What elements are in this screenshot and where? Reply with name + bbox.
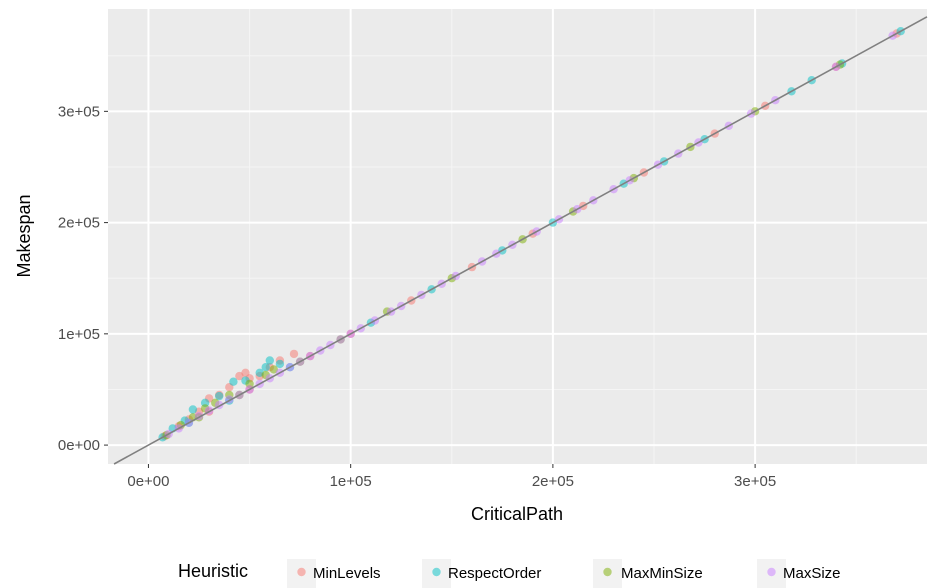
- y-tick-label: 0e+00: [58, 437, 100, 454]
- legend-label-respectorder: RespectOrder: [448, 565, 541, 582]
- legend-swatch-minlevels: [297, 567, 306, 577]
- reference-line: [113, 16, 928, 465]
- x-tick-label: 3e+05: [734, 473, 776, 490]
- minor-gridlines: [108, 9, 927, 464]
- legend-swatch-respectorder: [432, 567, 441, 577]
- y-tick-label: 1e+05: [58, 326, 100, 343]
- plot-panel: [108, 9, 927, 464]
- legend-label-maxsize: MaxSize: [783, 565, 841, 582]
- legend-label-minlevels: MinLevels: [313, 565, 381, 582]
- x-axis-ticks: 0e+00 1e+05 2e+05 3e+05: [127, 464, 776, 490]
- point-respectorder: [188, 405, 198, 414]
- point-respectorder: [215, 391, 224, 401]
- legend: Heuristic MinLevels RespectOrder MaxMinSiz…: [178, 559, 841, 588]
- x-tick-label: 2e+05: [532, 473, 574, 490]
- point-minlevels: [289, 349, 299, 359]
- legend-swatch-maxsize: [767, 567, 776, 577]
- y-tick-label: 3e+05: [58, 103, 100, 120]
- legend-swatch-maxminsize: [603, 567, 612, 577]
- x-tick-label: 0e+00: [127, 473, 169, 490]
- point-respectorder: [265, 356, 274, 365]
- y-axis-title: Makespan: [14, 194, 34, 277]
- reference-line-group: [113, 16, 928, 465]
- y-axis-ticks: 0e+00 1e+05 2e+05 3e+05: [58, 103, 108, 454]
- legend-title: Heuristic: [178, 561, 248, 581]
- point-maxminsize: [269, 365, 278, 374]
- major-gridlines: [108, 9, 927, 464]
- legend-label-maxminsize: MaxMinSize: [621, 565, 703, 582]
- x-tick-label: 1e+05: [330, 473, 372, 490]
- point-respectorder: [275, 359, 285, 369]
- point-respectorder: [261, 363, 270, 372]
- y-tick-label: 2e+05: [58, 215, 100, 232]
- point-respectorder: [229, 377, 238, 386]
- x-axis-title: CriticalPath: [471, 504, 563, 524]
